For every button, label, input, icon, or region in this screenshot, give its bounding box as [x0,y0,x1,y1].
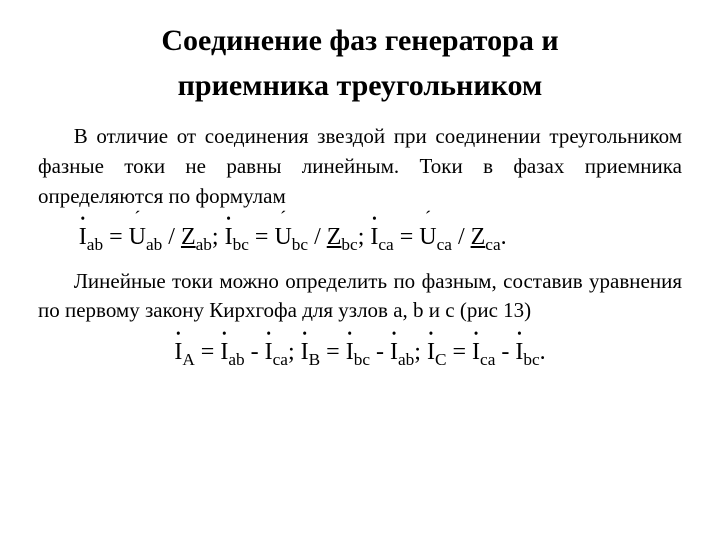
complex-Z-ca: Z [471,224,486,250]
phasor-I-ca: •I [370,219,378,256]
paragraph-2: Линейные токи можно определить по фазным… [38,267,682,327]
phasor-I-B: •I [301,334,309,371]
acute-U-ab: ´U [129,219,146,256]
paragraph-1: В отличие от соединения звездой при соед… [38,122,682,211]
title-line1: Соединение фаз генератора и [161,24,558,57]
phasor-I-bc: •I [225,219,233,256]
phasor-I-ab: •I [79,219,87,256]
phasor-I-A: •I [174,334,182,371]
acute-U-bc: ´U [274,219,291,256]
slide-title: Соединение фаз генератора и приемника тр… [38,18,682,108]
acute-U-ca: ´U [419,219,436,256]
complex-Z-bc: Z [327,224,342,250]
phasor-I-C: •I [427,334,435,371]
complex-Z-ab: Z [181,224,196,250]
title-line2: приемника треугольником [178,69,543,102]
slide-page: Соединение фаз генератора и приемника тр… [0,0,720,540]
formula-line-currents: •IA = •Iab - •Ica; •IB = •Ibc - •Iab; •I… [38,334,682,371]
formula-phase-currents: •Iab = ´Uab / Zab; •Ibc = ´Ubc / Zbc; •I… [38,219,682,256]
